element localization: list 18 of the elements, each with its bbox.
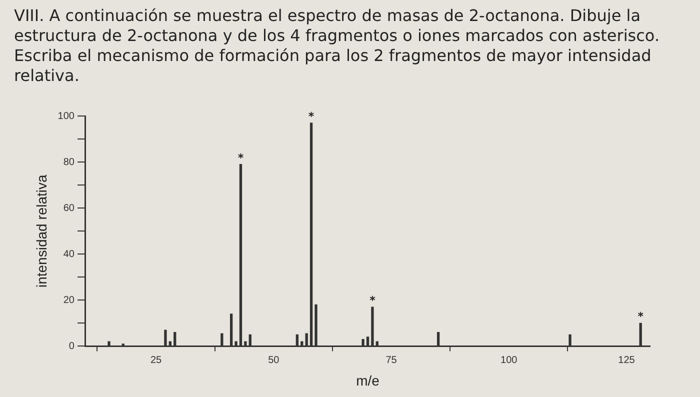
annotation: * — [638, 310, 644, 324]
x-axis-title: m/e — [356, 372, 380, 388]
y-tick-label: 40 — [63, 248, 75, 260]
x-tick-label: 25 — [150, 354, 162, 366]
annotation: * — [238, 151, 244, 164]
y-axis-title: intensidad relativa — [33, 174, 50, 288]
x-tick-label: 125 — [618, 354, 636, 366]
annotation: * — [370, 294, 376, 308]
y-tick-label: 20 — [63, 294, 75, 306]
y-tick-label: 100 — [58, 110, 75, 122]
y-tick-label: 80 — [63, 156, 75, 168]
x-tick-label: 50 — [268, 354, 280, 366]
y-tick-label: 60 — [63, 202, 75, 214]
chart-title: VIII. A continuación se muestra el espectro de masas de 2-octanona. Dibuje la estructura de 2-octanona y de los 4 fragmentos o iones marcados con asterisco. Escriba el mecanismo de formación para los 2 fragmentos de mayor intensidad relativa. — [14, 6, 661, 86]
annotation: * — [308, 110, 314, 123]
x-tick-label: 100 — [500, 354, 518, 366]
y-tick-label: 0 — [68, 340, 75, 352]
x-tick-label: 75 — [386, 354, 398, 366]
